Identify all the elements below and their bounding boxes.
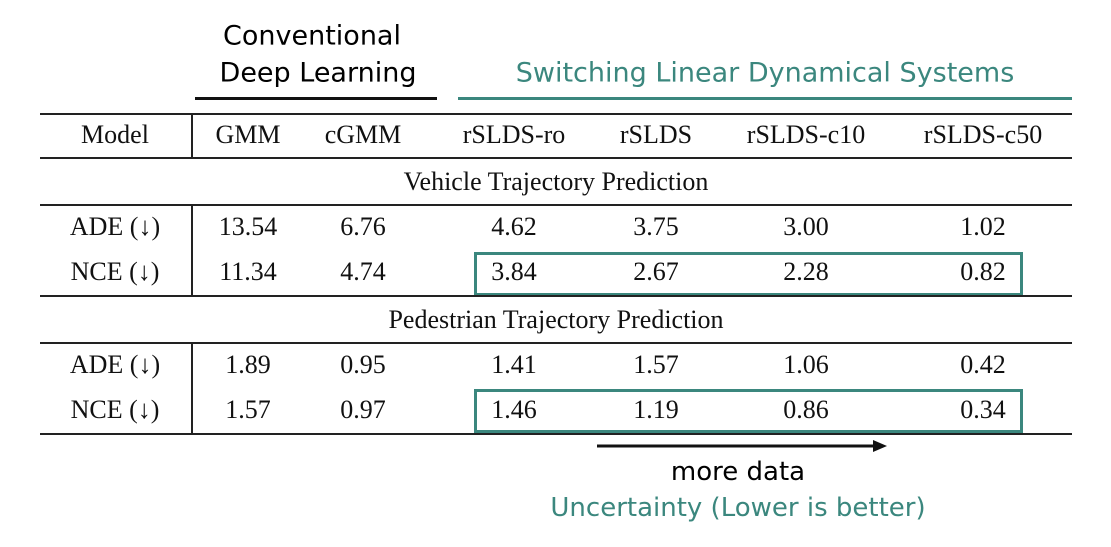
cell: 3.75 [633, 212, 679, 241]
column-rule [191, 204, 193, 295]
cell: 3.00 [783, 212, 829, 241]
cell: 1.19 [633, 395, 679, 424]
group-underline [195, 97, 437, 100]
column-header: rSLDS [619, 120, 693, 149]
cell: 13.54 [218, 212, 278, 241]
column-header: rSLDS-c50 [923, 120, 1043, 149]
highlight-box [474, 389, 1023, 433]
rule [40, 204, 1072, 206]
column-rule [191, 342, 193, 433]
rule [40, 113, 1072, 115]
cell: 6.76 [340, 212, 386, 241]
row-label: ADE (↓) [69, 350, 161, 379]
cell: 0.97 [340, 395, 386, 424]
cell: 0.86 [783, 395, 829, 424]
cell: 11.34 [219, 257, 277, 286]
cell: 2.28 [783, 257, 829, 286]
cell: 1.41 [491, 350, 537, 379]
cell: 1.02 [960, 212, 1006, 241]
cell: 1.89 [225, 350, 271, 379]
group-label: Conventional [223, 20, 401, 52]
arrow-label: more data [670, 457, 806, 487]
cell: 1.57 [225, 395, 271, 424]
arrow-head [873, 440, 887, 452]
group-underline [458, 97, 1072, 100]
rule [40, 157, 1072, 159]
cell: 4.74 [340, 257, 386, 286]
cell: 2.67 [633, 257, 679, 286]
cell: 0.42 [960, 350, 1006, 379]
group-label: Deep Learning [219, 57, 417, 89]
rule [40, 433, 1072, 435]
column-header: rSLDS-ro [462, 120, 566, 149]
cell: 1.57 [633, 350, 679, 379]
cell: 4.62 [491, 212, 537, 241]
cell: 1.46 [491, 395, 537, 424]
group-label: Switching Linear Dynamical Systems [515, 57, 1015, 89]
column-rule [191, 113, 193, 157]
column-header: cGMM [324, 120, 402, 149]
row-label: ADE (↓) [69, 212, 161, 241]
highlight-box [474, 252, 1023, 296]
row-label: NCE (↓) [70, 395, 160, 424]
column-header: Model [81, 120, 149, 149]
section-title: Vehicle Trajectory Prediction [403, 167, 709, 196]
rule [40, 295, 1072, 297]
column-header: GMM [215, 120, 281, 149]
section-title: Pedestrian Trajectory Prediction [388, 305, 724, 334]
rule [40, 342, 1072, 344]
cell: 0.82 [960, 257, 1006, 286]
caption: Uncertainty (Lower is better) [550, 493, 926, 523]
cell: 3.84 [491, 257, 537, 286]
row-label: NCE (↓) [70, 257, 160, 286]
cell: 0.34 [960, 395, 1006, 424]
column-header: rSLDS-c10 [746, 120, 866, 149]
cell: 0.95 [340, 350, 386, 379]
cell: 1.06 [783, 350, 829, 379]
